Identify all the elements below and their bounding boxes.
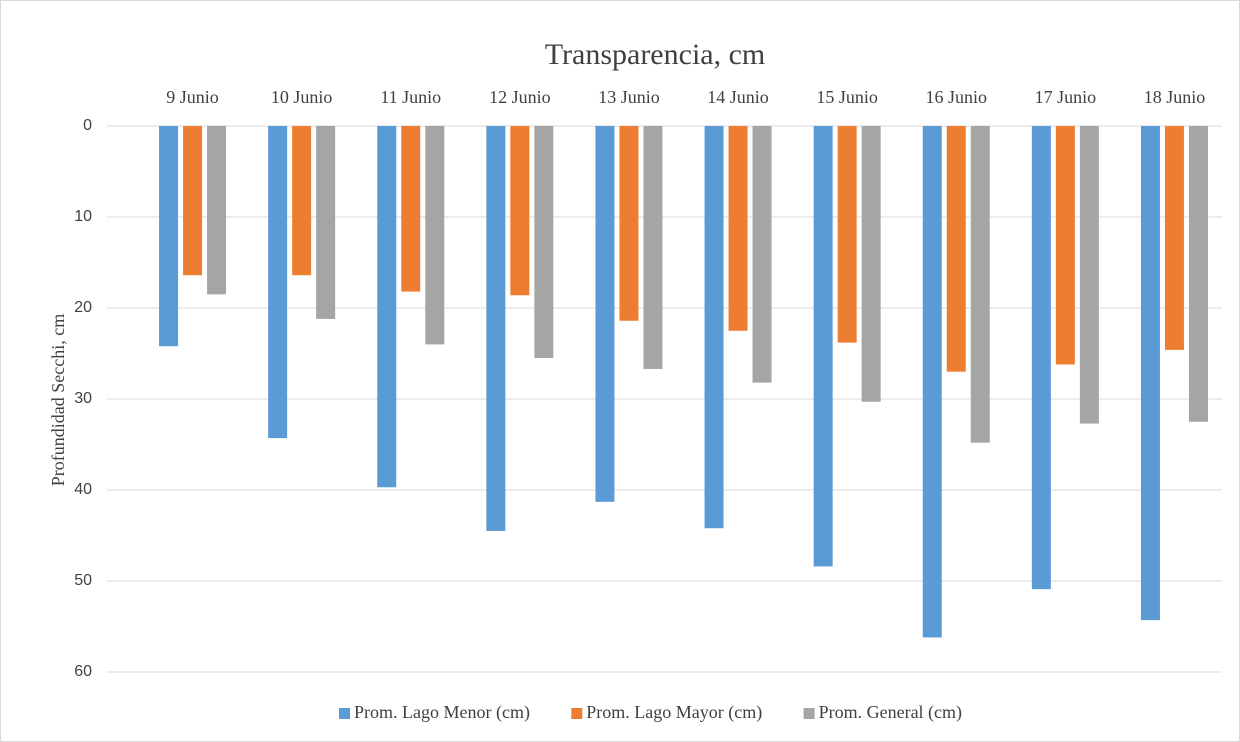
- bar: [159, 126, 179, 347]
- x-tick-label: 17 Junio: [1035, 87, 1097, 107]
- bar: [183, 126, 203, 276]
- bar: [292, 126, 312, 276]
- x-tick-label: 16 Junio: [925, 87, 987, 107]
- y-tick-label: 30: [74, 390, 92, 407]
- bar: [643, 126, 663, 369]
- legend-label: Prom. General (cm): [819, 702, 962, 723]
- bar: [486, 126, 506, 531]
- bar: [970, 126, 990, 443]
- bar: [837, 126, 857, 343]
- bar: [1140, 126, 1160, 621]
- x-tick-label: 18 Junio: [1144, 87, 1206, 107]
- bar: [268, 126, 288, 439]
- x-tick-label: 10 Junio: [271, 87, 333, 107]
- bar: [207, 126, 227, 295]
- bar: [425, 126, 445, 345]
- y-tick-label: 60: [74, 663, 92, 680]
- bar: [510, 126, 530, 296]
- chart-title: Transparencia, cm: [545, 38, 766, 71]
- bar: [534, 126, 554, 359]
- bar: [401, 126, 421, 292]
- y-tick-label: 50: [74, 572, 92, 589]
- legend-label: Prom. Lago Mayor (cm): [586, 702, 762, 723]
- y-axis-label: Profundidad Secchi, cm: [48, 314, 68, 486]
- bar: [1055, 126, 1075, 365]
- bar: [813, 126, 833, 567]
- x-tick-label: 12 Junio: [489, 87, 551, 107]
- bar: [316, 126, 336, 319]
- bar: [1188, 126, 1208, 422]
- x-tick-label: 13 Junio: [598, 87, 660, 107]
- bar: [861, 126, 881, 402]
- bar: [1164, 126, 1184, 350]
- bar: [752, 126, 772, 383]
- legend-label: Prom. Lago Menor (cm): [354, 702, 530, 723]
- legend-swatch: [339, 708, 350, 719]
- bar: [704, 126, 724, 529]
- bar: [377, 126, 397, 488]
- x-tick-label: 14 Junio: [707, 87, 769, 107]
- y-tick-label: 10: [74, 208, 92, 225]
- y-tick-label: 40: [74, 481, 92, 498]
- bar: [922, 126, 942, 638]
- bar: [595, 126, 615, 502]
- x-tick-label: 9 Junio: [166, 87, 219, 107]
- x-tick-label: 11 Junio: [380, 87, 441, 107]
- bar: [946, 126, 966, 372]
- bar: [1031, 126, 1051, 590]
- bar: [1079, 126, 1099, 424]
- legend-swatch: [571, 708, 583, 719]
- y-tick-label: 20: [74, 299, 92, 316]
- bar: [619, 126, 639, 321]
- x-tick-label: 15 Junio: [816, 87, 878, 107]
- legend-swatch: [803, 708, 815, 719]
- bar: [728, 126, 748, 331]
- y-tick-label: 0: [83, 117, 92, 134]
